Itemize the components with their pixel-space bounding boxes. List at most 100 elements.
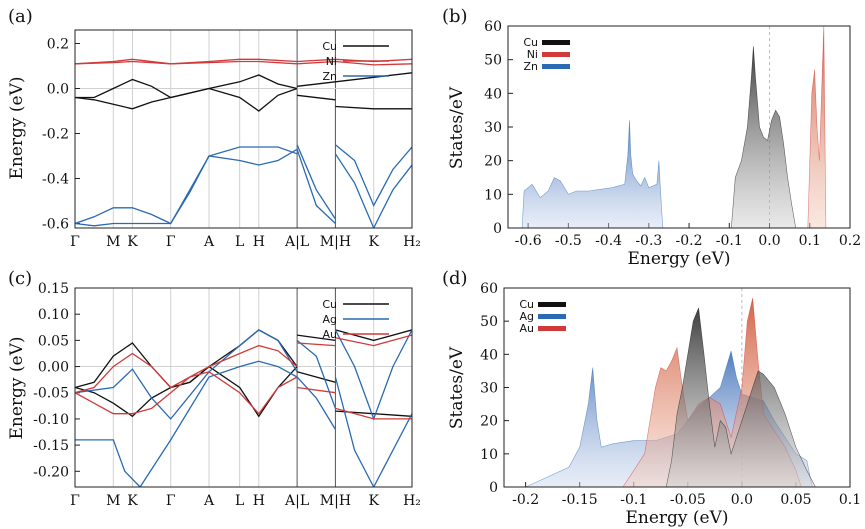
legend-swatch: [542, 64, 570, 69]
band-zn: [75, 148, 412, 228]
panel-a: (a)Energy (eV)Γ M K Γ A L H A|L M|H K H₂0.20.0-0.2…: [7, 6, 421, 250]
y-tick-label: 0: [493, 221, 502, 237]
legend-swatch: [538, 326, 566, 331]
legend-label: Cu: [519, 298, 534, 311]
legend-label: Au: [520, 322, 535, 335]
legend-swatch: [538, 314, 566, 319]
x-tick-label: 0.1: [839, 492, 861, 508]
x-tick-label: -0.2: [676, 233, 703, 249]
panel-label: (d): [442, 268, 468, 289]
y-tick-label: 30: [484, 120, 502, 136]
dos-zn: [521, 120, 664, 229]
band-zn: [75, 144, 412, 225]
y-tick-label: 0.05: [38, 333, 69, 349]
legend-swatch: [542, 52, 570, 57]
kpoint-label: Γ: [70, 493, 80, 509]
dos-ni: [807, 25, 827, 229]
y-tick-label: 10: [480, 447, 498, 463]
band-cu: [75, 365, 412, 418]
legend-label: Cu: [322, 40, 337, 53]
kpoint-label: Γ: [166, 234, 176, 250]
x-tick-label: -0.05: [670, 492, 706, 508]
y-tick-label: 50: [480, 314, 498, 330]
y-tick-label: -0.20: [33, 464, 69, 480]
kpoint-label: A|L: [284, 234, 309, 250]
kpoint-label: M: [106, 234, 120, 250]
y-tick-label: 30: [480, 381, 498, 397]
legend-label: Cu: [523, 36, 538, 49]
y-axis-label: Energy (eV): [7, 76, 27, 179]
kpoint-label: M: [106, 493, 120, 509]
y-tick-label: -0.2: [42, 127, 69, 143]
legend-label: Zn: [523, 60, 538, 73]
band-au: [75, 371, 412, 420]
y-tick-label: 0: [489, 480, 498, 496]
y-tick-label: 20: [484, 154, 502, 170]
y-tick-label: -0.4: [42, 172, 69, 188]
x-tick-label: 0.1: [799, 233, 821, 249]
band-ni: [75, 58, 412, 65]
y-tick-label: -0.05: [33, 386, 69, 402]
y-tick-label: 40: [480, 347, 498, 363]
x-axis-label: Energy (eV): [627, 249, 730, 269]
legend-label: Cu: [322, 298, 337, 311]
y-axis-label: States/eV: [447, 346, 467, 429]
kpoint-label: K: [368, 234, 379, 250]
y-axis-label: States/eV: [447, 86, 467, 169]
panel-label: (a): [8, 6, 33, 27]
x-tick-label: -0.1: [716, 233, 743, 249]
kpoint-label: H₂: [403, 493, 421, 509]
kpoint-label: K: [127, 234, 138, 250]
x-tick-label: 0.0: [731, 492, 753, 508]
x-tick-label: 0.2: [839, 233, 861, 249]
x-tick-label: -0.1: [620, 492, 647, 508]
y-tick-label: 0.15: [38, 281, 69, 297]
band-ag: [75, 360, 412, 487]
dos-cu: [665, 307, 816, 488]
y-tick-label: 0.00: [38, 360, 69, 376]
kpoint-label: K: [127, 493, 138, 509]
kpoint-label: M|H: [320, 493, 351, 509]
x-axis-label: Energy (eV): [625, 508, 728, 528]
kpoint-label: H₂: [403, 234, 421, 250]
kpoint-label: A|L: [284, 493, 309, 509]
kpoint-label: L: [235, 493, 244, 509]
y-tick-label: -0.6: [42, 217, 69, 233]
x-tick-label: 0.05: [780, 492, 811, 508]
x-tick-label: -0.5: [555, 233, 582, 249]
kpoint-label: Γ: [70, 234, 80, 250]
panel-d: (d) States/eV Energy (eV) -0.2 -0.15 -0.1 -0.0…: [442, 268, 861, 528]
y-tick-label: 0.0: [47, 82, 69, 98]
kpoint-label: M|H: [320, 234, 351, 250]
kpoint-label: H: [253, 234, 265, 250]
legend-swatch: [538, 302, 566, 307]
kpoint-label: H: [253, 493, 265, 509]
kpoint-label: A: [203, 234, 215, 250]
legend-label: Ag: [519, 310, 534, 323]
legend-label: Zn: [322, 70, 337, 83]
x-tick-label: -0.6: [515, 233, 542, 249]
x-tick-label: -0.2: [512, 492, 539, 508]
y-tick-label: 0.2: [47, 37, 69, 53]
x-tick-label: 0.0: [758, 233, 780, 249]
y-tick-label: 60: [480, 281, 498, 297]
plot-frame: [74, 287, 413, 488]
series-group: [75, 58, 412, 228]
plot-frame: [507, 25, 851, 229]
x-tick-label: -0.4: [595, 233, 622, 249]
dos-cu: [730, 46, 797, 229]
x-tick-label: -0.3: [635, 233, 662, 249]
y-tick-label: 10: [484, 187, 502, 203]
panel-label: (c): [8, 268, 32, 289]
kpoint-label: L: [235, 234, 244, 250]
x-tick-label: -0.15: [562, 492, 598, 508]
band-au: [75, 334, 412, 394]
series-group: [75, 329, 412, 487]
band-ni: [75, 60, 412, 66]
panel-label: (b): [442, 6, 468, 27]
y-tick-label: 60: [484, 19, 502, 35]
band-cu: [75, 87, 412, 112]
plot-frame: [503, 287, 851, 488]
